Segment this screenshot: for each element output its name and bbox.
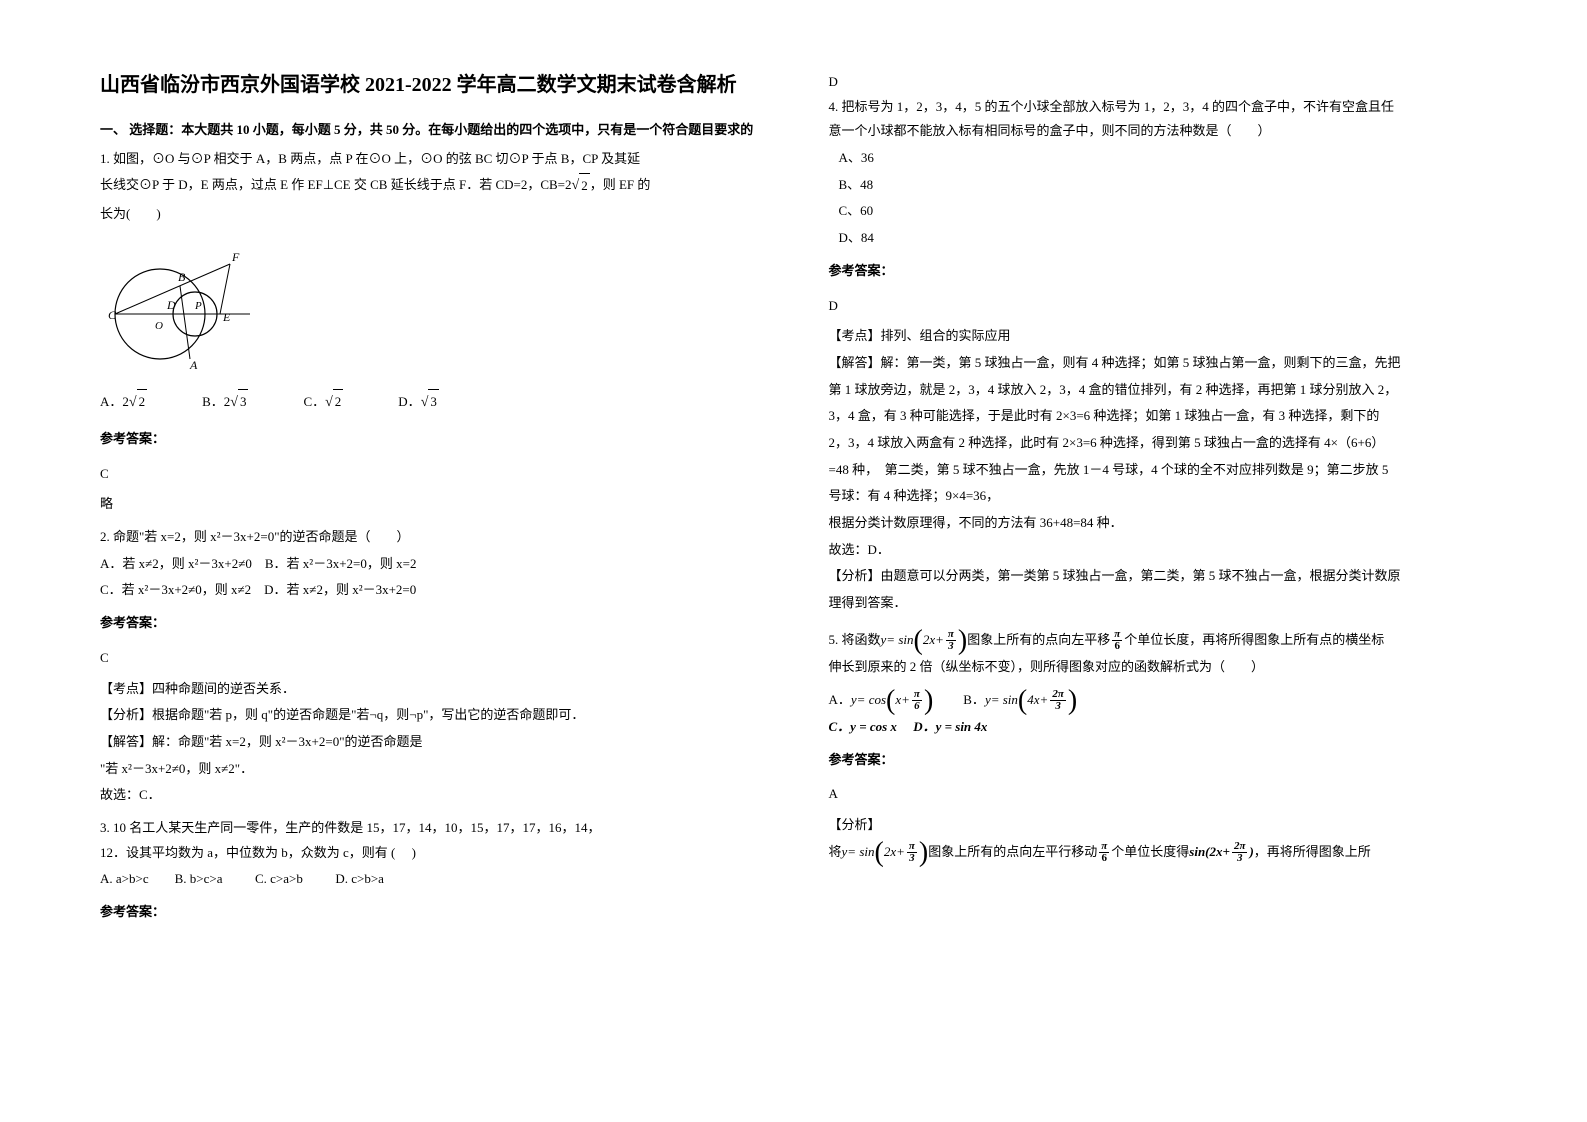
- answer-label: 参考答案：: [829, 748, 1498, 773]
- q5-mid1: 图象上所有的点向左平移: [967, 628, 1110, 653]
- q5-expl-tail: ，再将所得图象上所: [1254, 840, 1371, 865]
- svg-text:C: C: [108, 308, 117, 322]
- q2-expl3: 【解答】解：命题"若 x=2，则 x²－3x+2=0"的逆否命题是: [100, 730, 769, 755]
- q3-line2: 12．设其平均数为 a，中位数为 b，众数为 c，则有 ( ): [100, 841, 769, 866]
- svg-text:O: O: [155, 320, 163, 332]
- q5-opt-a: A． y = cos(x + π6): [829, 688, 934, 713]
- svg-text:F: F: [231, 250, 240, 264]
- formula-sin-2x-b: y = sin(2x + π3): [842, 840, 929, 865]
- svg-text:D: D: [166, 298, 176, 312]
- q5-line2: 伸长到原来的 2 倍（纵坐标不变），则所得图象对应的函数解析式为（ ）: [829, 655, 1498, 680]
- formula-sin-result: sin(2x + 2π3): [1189, 840, 1254, 865]
- q3-opts: A. a>b>c B. b>c>a C. c>a>b D. c>b>a: [100, 867, 769, 892]
- answer-label: 参考答案：: [829, 259, 1498, 284]
- q1-extra: 略: [100, 492, 769, 517]
- q5-opts-cd: C．y = cos x D．y = sin 4x: [829, 715, 1498, 740]
- q5-expl-pre: 将: [829, 840, 842, 865]
- sqrt-icon: 2: [572, 173, 590, 200]
- answer-label: 参考答案：: [100, 427, 769, 452]
- q4-expl2: 【解答】解：第一类，第 5 球独占一盒，则有 4 种选择；如第 5 球独占第一盒…: [829, 351, 1498, 376]
- q5-expl-line: 将 y = sin(2x + π3) 图象上所有的点向左平行移动 π6 个单位长…: [829, 840, 1498, 865]
- q4-expl3: 第 1 球放旁边，就是 2，3，4 球放入 2，3，4 盒的错位排列，有 2 种…: [829, 378, 1498, 403]
- q5-opts-ab: A． y = cos(x + π6) B． y = sin(4x + 2π3): [829, 688, 1498, 713]
- q5-opt-b: B． y = sin(4x + 2π3): [963, 688, 1077, 713]
- q5-mid2: 个单位长度，再将所得图象上所有点的横坐标: [1124, 628, 1384, 653]
- q2-opts-cd: C．若 x²－3x+2≠0，则 x≠2 D．若 x≠2，则 x²－3x+2=0: [100, 578, 769, 603]
- q4-opt-d: D、84: [839, 226, 1498, 251]
- answer-label: 参考答案：: [100, 900, 769, 925]
- q1-opt-b: B．23: [202, 389, 248, 417]
- frac-pi-6-b: π6: [1099, 841, 1109, 864]
- q4-expl6: =48 种， 第二类，第 5 球不独占一盒，先放 1－4 号球，4 个球的全不对…: [829, 458, 1498, 483]
- q4-expl7: 号球：有 4 种选择；9×4=36，: [829, 484, 1498, 509]
- q2-expl4: "若 x²－3x+2≠0，则 x≠2"．: [100, 757, 769, 782]
- q2-answer: C: [100, 646, 769, 671]
- q1-opt-c: C．2: [303, 389, 343, 417]
- q4-opt-b: B、48: [839, 173, 1498, 198]
- q4-expl10: 【分析】由题意可以分两类，第一类第 5 球独占一盒，第二类，第 5 球不独占一盒…: [829, 564, 1498, 589]
- q2-expl5: 故选：C．: [100, 783, 769, 808]
- q1-opt-a: A．22: [100, 389, 147, 417]
- q4-expl9: 故选：D．: [829, 538, 1498, 563]
- q4-opt-a: A、36: [839, 146, 1498, 171]
- svg-text:A: A: [189, 358, 198, 369]
- formula-sin-2x: y = sin(2x + π3): [881, 628, 968, 653]
- svg-text:E: E: [222, 310, 231, 324]
- q3-answer: D: [829, 70, 1498, 95]
- q5-line1: 5. 将函数 y = sin(2x + π3) 图象上所有的点向左平移 π6 个…: [829, 628, 1498, 653]
- answer-label: 参考答案：: [100, 611, 769, 636]
- q5-answer: A: [829, 782, 1498, 807]
- q2-expl1: 【考点】四种命题间的逆否关系．: [100, 677, 769, 702]
- section-heading: 一、 选择题：本大题共 10 小题，每小题 5 分，共 50 分。在每小题给出的…: [100, 120, 769, 141]
- q4-expl1: 【考点】排列、组合的实际应用: [829, 324, 1498, 349]
- q2-expl2: 【分析】根据命题"若 p，则 q"的逆否命题是"若¬q，则¬p"，写出它的逆否命…: [100, 703, 769, 728]
- q1-line2-c: ，则 EF 的: [590, 177, 651, 192]
- q4-expl5: 2，3，4 球放入两盒有 2 种选择，此时有 2×3=6 种选择，得到第 5 球…: [829, 431, 1498, 456]
- q3-line1: 3. 10 名工人某天生产同一零件，生产的件数是 15，17，14，10，15，…: [100, 816, 769, 841]
- q5-expl-mid1: 图象上所有的点向左平行移动: [928, 840, 1097, 865]
- circle-figure: C O D P E B F A: [100, 239, 769, 378]
- q4-line2: 意一个小球都不能放入标有相同标号的盒子中，则不同的方法种数是（ ）: [829, 119, 1498, 144]
- q1-answer: C: [100, 462, 769, 487]
- q1-opt-d: D．3: [398, 389, 439, 417]
- q5-opt-c: C．y = cos x: [829, 719, 897, 734]
- svg-text:B: B: [178, 270, 186, 284]
- q1-line2: 长线交⊙P 于 D，E 两点，过点 E 作 EF⊥CE 交 CB 延长线于点 F…: [100, 173, 769, 200]
- q4-opt-c: C、60: [839, 199, 1498, 224]
- q2-text: 2. 命题"若 x=2，则 x²－3x+2=0"的逆否命题是（ ）: [100, 525, 769, 550]
- q5-pre: 5. 将函数: [829, 628, 881, 653]
- q4-expl8: 根据分类计数原理得，不同的方法有 36+48=84 种．: [829, 511, 1498, 536]
- doc-title: 山西省临汾市西京外国语学校 2021-2022 学年高二数学文期末试卷含解析: [100, 70, 769, 100]
- q1-line2-a: 长线交⊙P 于 D，E 两点，过点 E 作 EF⊥CE 交 CB 延长线于点 F…: [100, 177, 572, 192]
- frac-pi-6: π6: [1112, 629, 1122, 652]
- q1-options: A．22 B．23 C．2 D．3: [100, 389, 769, 417]
- q4-answer: D: [829, 294, 1498, 319]
- q1-line1: 1. 如图，⊙O 与⊙P 相交于 A，B 两点，点 P 在⊙O 上，⊙O 的弦 …: [100, 147, 769, 172]
- q4-expl4: 3，4 盒，有 3 种可能选择，于是此时有 2×3=6 种选择；如第 1 球独占…: [829, 404, 1498, 429]
- q4-line1: 4. 把标号为 1，2，3，4，5 的五个小球全部放入标号为 1，2，3，4 的…: [829, 95, 1498, 120]
- q4-expl11: 理得到答案．: [829, 591, 1498, 616]
- q5-expl-label: 【分析】: [829, 813, 1498, 838]
- q1-line3: 长为( ): [100, 202, 769, 227]
- q2-opts-ab: A．若 x≠2，则 x²－3x+2≠0 B．若 x²－3x+2=0，则 x=2: [100, 552, 769, 577]
- q5-expl-mid2: 个单位长度得: [1111, 840, 1189, 865]
- q5-opt-d: D．y = sin 4x: [913, 719, 987, 734]
- svg-text:P: P: [194, 300, 202, 312]
